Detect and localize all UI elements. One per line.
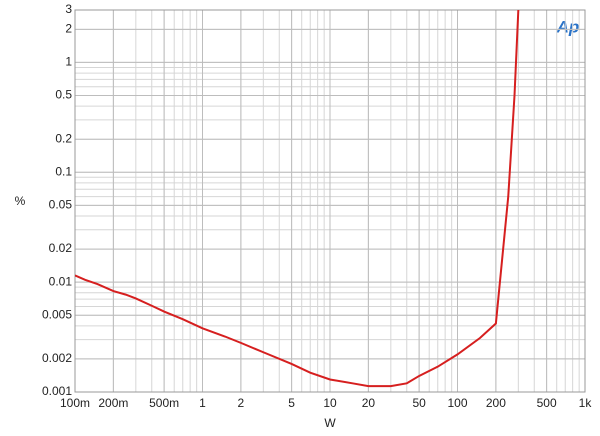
x-tick-label: 2 — [238, 396, 245, 410]
x-tick-label: 100m — [60, 396, 90, 410]
x-tick-label: 200m — [98, 396, 128, 410]
y-tick-label: 0.05 — [49, 198, 73, 212]
x-tick-label: 500 — [537, 396, 557, 410]
x-tick-label: 1 — [199, 396, 206, 410]
x-tick-label: 100 — [447, 396, 467, 410]
y-tick-label: 0.005 — [42, 307, 72, 321]
y-tick-label: 1 — [65, 55, 72, 69]
logo: Ap — [556, 17, 580, 36]
plot-frame — [74, 9, 586, 393]
y-tick-label: 0.002 — [42, 351, 72, 365]
x-tick-label: 500m — [149, 396, 179, 410]
y-tick-label: 0.001 — [42, 384, 72, 398]
x-tick-label: 50 — [412, 396, 426, 410]
y-tick-label: 0.02 — [49, 241, 73, 255]
x-tick-label: 200 — [486, 396, 506, 410]
y-tick-label: 0.1 — [55, 164, 72, 178]
x-axis-label: W — [324, 416, 336, 430]
y-tick-label: 0.5 — [55, 88, 72, 102]
y-tick-label: 0.01 — [49, 274, 73, 288]
x-tick-label: 5 — [288, 396, 295, 410]
x-tick-label: 10 — [323, 396, 337, 410]
x-tick-label: 20 — [362, 396, 376, 410]
y-tick-label: 3 — [65, 2, 72, 16]
x-tick-label: 1k — [579, 396, 593, 410]
data-line — [75, 10, 520, 388]
y-axis-label: % — [15, 194, 26, 208]
y-tick-label: 2 — [65, 22, 72, 36]
y-tick-label: 0.2 — [55, 131, 72, 145]
